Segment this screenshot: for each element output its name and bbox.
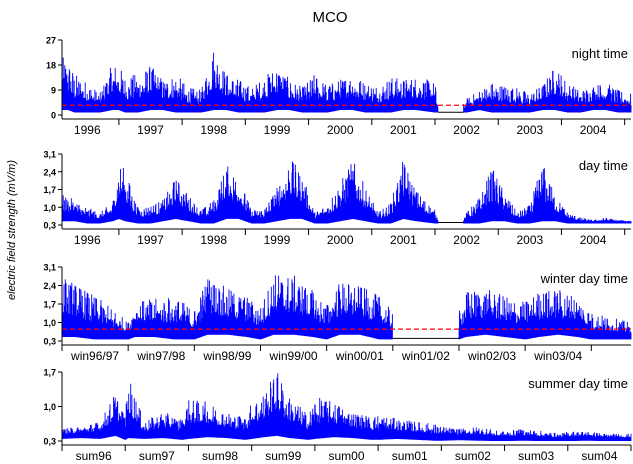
x-tick-label: 1997: [137, 123, 164, 137]
y-tick-label: 2,4: [43, 281, 56, 291]
x-tick-label: 1998: [200, 233, 227, 247]
x-tick-label: 2000: [327, 123, 354, 137]
x-tick-label: sum98: [202, 449, 238, 463]
y-tick-label: 18: [46, 61, 56, 71]
signal-trace: [61, 161, 632, 224]
y-tick-label: 0,3: [43, 221, 56, 231]
panel-4: 0,3 1,0 1,7 sum96 sum97 sum98 sum99 sum00 sum01 s…: [43, 368, 632, 463]
x-tick-label: win99/00: [269, 349, 318, 363]
x-tick-label: win02/03: [467, 349, 516, 363]
x-tick-label: 2004: [580, 233, 607, 247]
x-tick-label: 1996: [74, 233, 101, 247]
y-tick-label: 27: [46, 36, 56, 46]
x-tick-label: 2004: [580, 123, 607, 137]
y-tick-label: 1,7: [43, 185, 56, 195]
x-tick-label: sum96: [76, 449, 112, 463]
panel-label: day time: [579, 158, 628, 173]
x-tick-label: 1999: [264, 233, 291, 247]
x-tick-label: 2002: [453, 233, 480, 247]
figure-title: MCO: [313, 9, 348, 26]
y-tick-label: 1,7: [43, 300, 56, 310]
x-tick-label: sum04: [581, 449, 617, 463]
y-tick-label: 1,0: [43, 318, 56, 328]
panel-label: summer day time: [528, 376, 628, 391]
x-tick-label: win00/01: [335, 349, 384, 363]
x-tick-label: 1996: [74, 123, 101, 137]
y-tick-label: 3,1: [43, 263, 56, 273]
panel-1: 0 9 18 27 1996 1997 1998 1999 2000 2001 2002 2003 20…: [46, 36, 632, 137]
y-tick-label: 1,0: [43, 203, 56, 213]
x-tick-label: win96/97: [70, 349, 119, 363]
y-tick-label: 9: [51, 86, 56, 96]
panel-3: 0,3 1,0 1,7 2,4 3,1 win96/97 win97/98 win98/99 w…: [43, 263, 632, 363]
panel-label: winter day time: [540, 271, 628, 286]
x-tick-label: 2000: [327, 233, 354, 247]
x-tick-label: 2002: [453, 123, 480, 137]
x-tick-label: sum97: [139, 449, 175, 463]
signal-trace: [61, 52, 632, 113]
x-tick-label: win97/98: [136, 349, 185, 363]
x-tick-label: 1998: [200, 123, 227, 137]
y-tick-label: 0: [51, 111, 56, 121]
panel-label: night time: [572, 46, 628, 61]
y-tick-label: 1,0: [43, 402, 56, 412]
x-tick-label: 2001: [390, 123, 417, 137]
y-tick-label: 3,1: [43, 150, 56, 160]
x-tick-label: sum99: [265, 449, 301, 463]
panel-2: 0,3 1,0 1,7 2,4 3,1 1996 1997 1998 1999 2000 2001 2…: [43, 150, 632, 247]
y-tick-label: 2,4: [43, 167, 56, 177]
x-tick-label: 2003: [516, 233, 543, 247]
y-axis-label: electric field strength (mV/m): [6, 160, 18, 300]
y-tick-label: 0,3: [43, 437, 56, 447]
x-tick-label: 1997: [137, 233, 164, 247]
x-tick-label: win03/04: [533, 349, 582, 363]
x-tick-label: sum00: [328, 449, 364, 463]
panels: 0 9 18 27 1996 1997 1998 1999 2000 2001 2002 2003 20…: [43, 36, 632, 463]
x-tick-label: win01/02: [401, 349, 450, 363]
x-tick-label: sum02: [455, 449, 491, 463]
y-tick-label: 1,7: [43, 368, 56, 378]
x-tick-label: sum03: [518, 449, 554, 463]
x-tick-label: sum01: [392, 449, 428, 463]
y-tick-label: 0,3: [43, 337, 56, 347]
x-tick-label: 1999: [264, 123, 291, 137]
x-tick-label: 2003: [516, 123, 543, 137]
x-tick-label: 2001: [390, 233, 417, 247]
x-tick-label: win98/99: [202, 349, 251, 363]
